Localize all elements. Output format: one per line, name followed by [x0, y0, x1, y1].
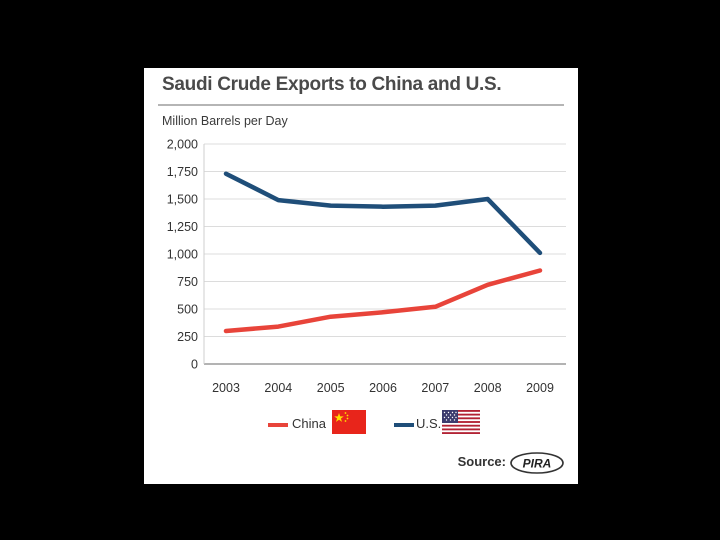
legend-label-china: China: [292, 416, 326, 431]
x-axis-ticks: 2003 2004 2005 2006 2007 2008 2009: [212, 381, 554, 395]
y-axis-unit-label: Million Barrels per Day: [162, 114, 288, 128]
chart-title: Saudi Crude Exports to China and U.S.: [162, 74, 502, 95]
y-tick-label: 500: [177, 303, 198, 317]
series-lines: [223, 171, 543, 334]
series-line-us: [223, 171, 543, 256]
us-flag-icon: [442, 410, 480, 434]
source-credit: Source: PIRA: [444, 452, 564, 474]
y-tick-label: 1,250: [167, 220, 198, 234]
y-tick-label: 750: [177, 275, 198, 289]
y-tick-label: 2,000: [167, 138, 198, 152]
x-tick-label: 2006: [369, 381, 397, 395]
x-tick-label: 2008: [474, 381, 502, 395]
legend-swatch-us: [394, 423, 414, 427]
source-label: Source:: [457, 454, 506, 469]
x-tick-label: 2004: [264, 381, 292, 395]
pira-logo-text: PIRA: [523, 457, 552, 471]
y-axis-ticks: 0 250 500 750 1,000 1,250 1,500 1,750 2,000: [167, 138, 198, 372]
x-tick-label: 2009: [526, 381, 554, 395]
y-tick-label: 1,500: [167, 193, 198, 207]
gridlines: [203, 143, 566, 365]
y-tick-label: 250: [177, 330, 198, 344]
pira-logo: PIRA: [510, 452, 564, 474]
legend: China U.S.: [268, 410, 508, 438]
x-tick-label: 2007: [421, 381, 449, 395]
y-tick-label: 1,000: [167, 248, 198, 262]
y-tick-label: 1,750: [167, 165, 198, 179]
chart-card: Saudi Crude Exports to China and U.S. Mi…: [144, 68, 578, 484]
x-tick-label: 2003: [212, 381, 240, 395]
legend-swatch-china: [268, 423, 288, 427]
title-divider: [158, 104, 564, 106]
legend-label-us: U.S.: [416, 416, 442, 431]
y-tick-label: 0: [191, 358, 198, 372]
china-flag-icon: [332, 410, 366, 434]
x-tick-label: 2005: [317, 381, 345, 395]
series-line-china: [223, 268, 543, 334]
line-chart: 0 250 500 750 1,000 1,250 1,500 1,750 2,000 2003…: [167, 138, 566, 395]
